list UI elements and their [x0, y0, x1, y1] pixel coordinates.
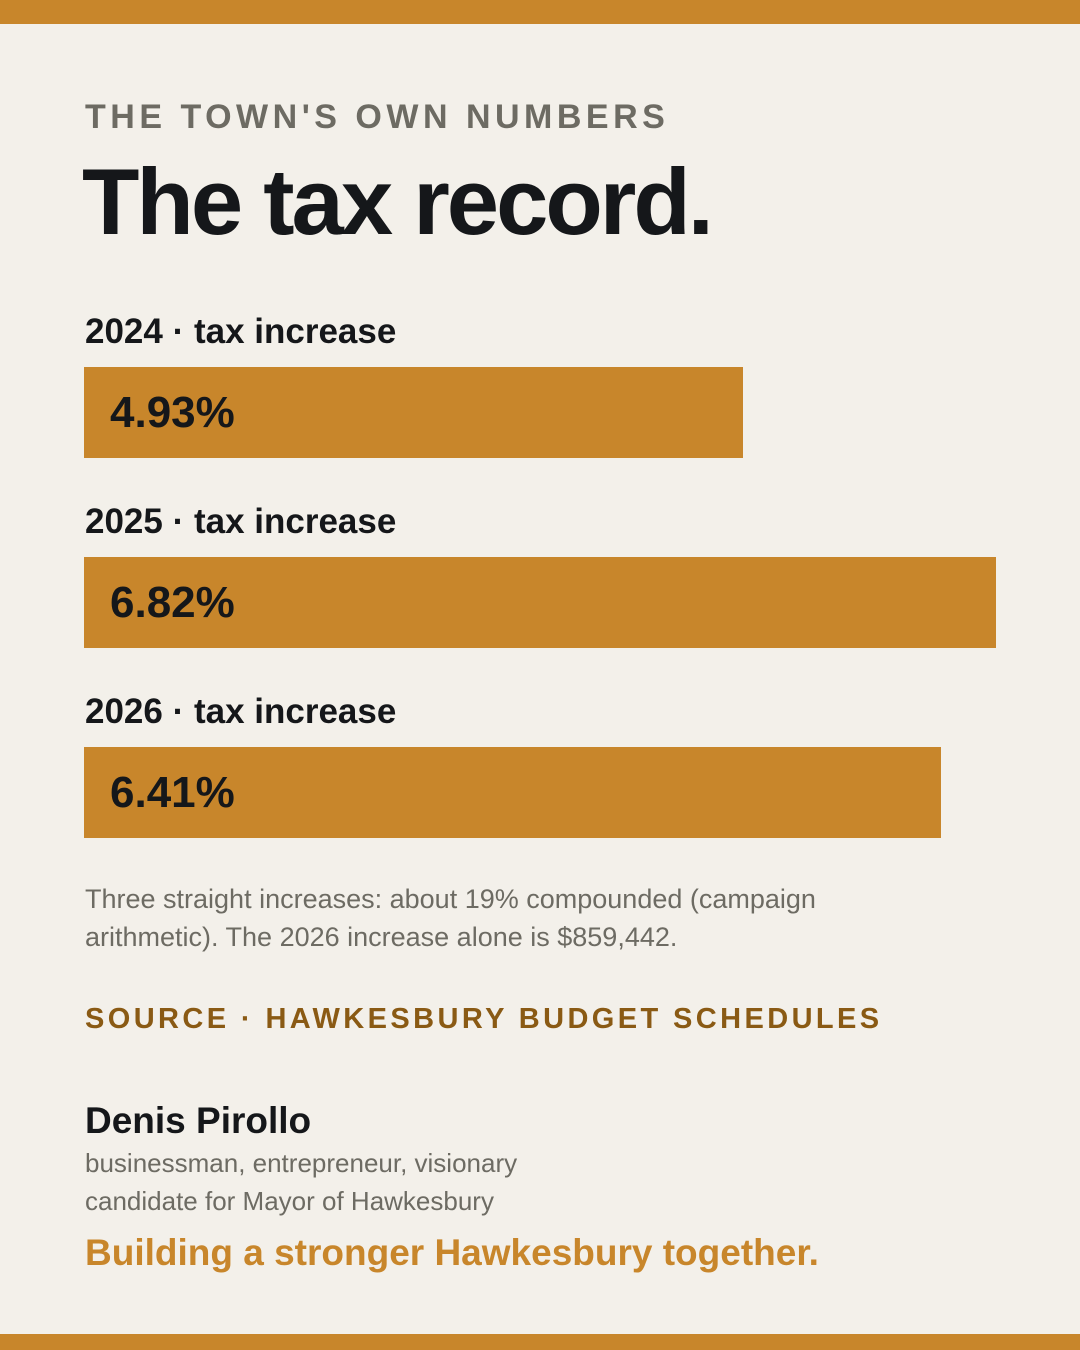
- campaign-tagline: Building a stronger Hawkesbury together.: [85, 1232, 819, 1273]
- bar: 6.41%: [84, 747, 941, 838]
- candidate-descriptor: businessman, entrepreneur, visionary: [85, 1148, 518, 1178]
- bar-label: 2024 · tax increase: [85, 312, 397, 351]
- source-line: SOURCE · HAWKESBURY BUDGET SCHEDULES: [85, 1003, 883, 1035]
- bar-label: 2026 · tax increase: [85, 692, 397, 731]
- bar-value-label: 4.93%: [110, 387, 235, 437]
- bar-value-label: 6.41%: [110, 767, 235, 817]
- eyebrow-heading: THE TOWN'S OWN NUMBERS: [85, 98, 670, 136]
- candidate-name: Denis Pirollo: [85, 1100, 312, 1141]
- page-title: The tax record.: [82, 149, 714, 254]
- top-accent-band: [0, 0, 1080, 24]
- bar: 6.82%: [84, 557, 996, 648]
- chart-note: Three straight increases: about 19% comp…: [85, 884, 816, 952]
- bar: 4.93%: [84, 367, 743, 458]
- bar-label: 2025 · tax increase: [85, 502, 397, 541]
- bottom-accent-band: [0, 1334, 1080, 1350]
- bar-value-label: 6.82%: [110, 577, 235, 627]
- candidate-role: candidate for Mayor of Hawkesbury: [85, 1186, 494, 1216]
